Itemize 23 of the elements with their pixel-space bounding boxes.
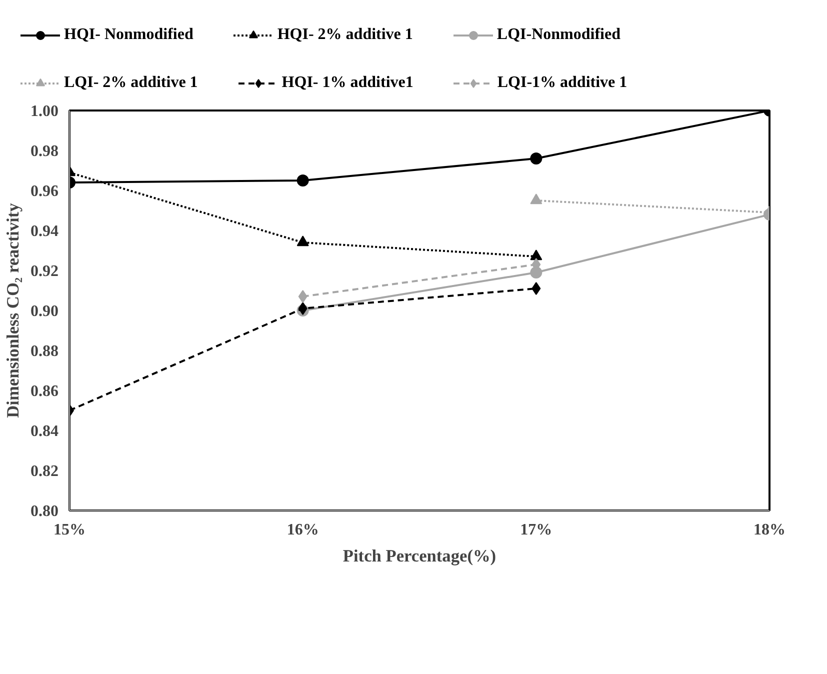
legend-label: LQI-Nonmodified [496,26,620,44]
y-tick-label: 0.96 [30,183,58,200]
x-axis-title: Pitch Percentage(%) [342,546,496,566]
y-tick-label: 0.84 [30,423,58,440]
y-tick-label: 0.80 [30,503,58,520]
y-tick-label: 0.88 [30,343,58,360]
y-tick-label: 0.90 [30,303,58,320]
x-tick-label: 16% [286,522,319,538]
y-tick-label: 0.82 [30,463,58,480]
x-tick-label: 17% [520,522,552,538]
y-tick-label: 0.94 [30,223,58,240]
legend-label: HQI- Nonmodified [64,26,194,44]
x-tick-label: 18% [754,522,786,538]
legend-label: HQI- 1% additive1 [282,74,414,92]
y-tick-label: 0.86 [30,383,58,400]
y-tick-label: 1.00 [30,103,58,120]
y-tick-label: 0.98 [30,143,58,160]
y-tick-label: 0.92 [30,263,58,280]
legend-label: LQI- 2% additive 1 [64,74,198,92]
y-axis-title: Dimensionless CO₂ reactivity [4,202,22,418]
x-tick-label: 15% [54,522,86,538]
legend-label: LQI-1% additive 1 [497,74,628,92]
legend-label: HQI- 2% additive 1 [277,26,413,44]
